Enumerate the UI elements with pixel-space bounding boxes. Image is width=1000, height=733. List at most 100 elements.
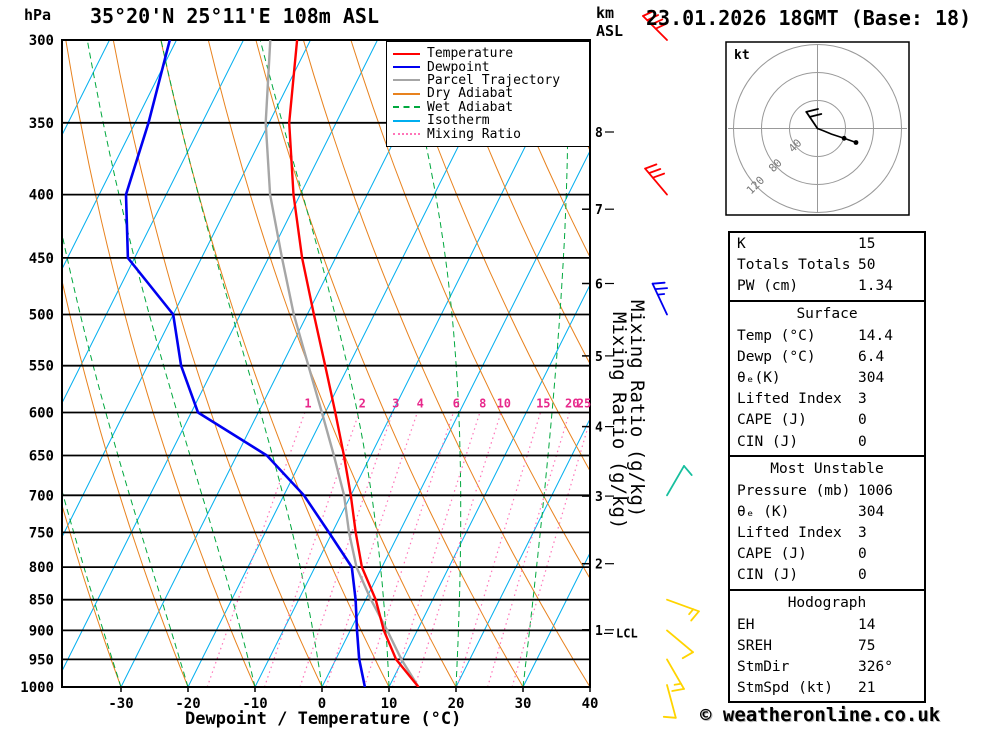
wet-adiabat-line	[86, 40, 256, 687]
mixing-ratio-value-label: 4	[417, 397, 424, 411]
row-value: 6.4	[858, 348, 885, 365]
row-label: Lifted Index	[737, 525, 842, 542]
mixing-ratio-value-label: 10	[497, 397, 511, 411]
hodograph-trace-dot	[841, 135, 847, 141]
row-value: 21	[858, 680, 876, 697]
km-tick-label: 5	[595, 350, 603, 365]
barb-feather	[650, 18, 664, 26]
pressure-tick-label: 750	[29, 525, 54, 541]
row-value: 0	[858, 567, 867, 584]
legend-item-label: Parcel Trajectory	[427, 72, 561, 88]
row-value: 50	[858, 257, 876, 274]
temp-tick-label: 0	[318, 696, 326, 712]
row-label: Pressure (mb)	[737, 482, 851, 499]
table-row: Pressure (mb) 1006	[730, 481, 924, 502]
isotherm-line	[321, 149, 590, 687]
barb-staff	[666, 464, 685, 497]
pressure-tick-label: 800	[29, 560, 54, 576]
legend-line-sample-temperature	[393, 52, 420, 55]
dewpoint-curve	[124, 40, 367, 687]
row-value: 326°	[858, 659, 893, 675]
table-row: CAPE (J) 0	[730, 410, 924, 431]
hodograph-trace-dot	[853, 140, 859, 145]
isotherm-line	[120, 40, 445, 687]
table-row: CIN (J) 0	[730, 432, 924, 453]
stats-tables: K 15 Totals Totals 50 PW (cm) 1.34 Surface Temp…	[728, 231, 926, 704]
wind-barb-1000	[662, 684, 677, 719]
table-row: StmDir 326°	[730, 657, 924, 678]
mixing-ratio-line	[391, 412, 481, 687]
table-row: Totals Totals 50	[730, 255, 924, 276]
legend-line-sample-isotherm	[393, 119, 420, 122]
x-axis-title: Dewpoint / Temperature (°C)	[185, 709, 462, 729]
row-value: 0	[858, 546, 867, 563]
row-value: 304	[858, 369, 885, 386]
isotherm-line	[62, 40, 378, 673]
table-row: θₑ (K) 304	[730, 502, 924, 523]
legend-item-label: Temperature	[427, 46, 514, 62]
row-label: PW (cm)	[737, 278, 799, 295]
isotherm-line	[187, 40, 512, 687]
mixing-ratio-value-label: 3	[392, 397, 399, 411]
mixing-ratio-value-label: 6	[453, 397, 460, 411]
pressure-tick-label: 550	[29, 359, 54, 375]
row-label: Totals Totals	[737, 257, 851, 274]
pressure-tick-label: 950	[29, 652, 54, 668]
legend-item: Temperature	[393, 47, 589, 60]
mixing-ratio-value-label: 1	[304, 397, 311, 411]
mixing-ratio-line	[206, 412, 306, 687]
wet-adiabat-line	[160, 40, 323, 687]
row-label: SREH	[737, 637, 772, 654]
km-tick-label: 7	[595, 203, 603, 218]
barb-feather	[652, 172, 665, 179]
legend-line-sample-dewpoint	[393, 66, 420, 69]
km-tick-label: 2	[595, 558, 603, 573]
row-value: 1006	[858, 482, 893, 499]
row-label: CAPE (J)	[737, 546, 807, 563]
barb-half-feather	[688, 608, 695, 616]
barb-feather	[654, 287, 668, 291]
row-value: 1.34	[858, 278, 893, 295]
table-row: SREH 75	[730, 636, 924, 657]
legend-item-label: Isotherm	[427, 113, 490, 129]
temp-tick-label: -30	[108, 696, 133, 712]
legend-item-label: Dry Adiabat	[427, 86, 514, 102]
table-hodograph-stats: Hodograph EH 14 SREH 75 StmDir 326° StmSpd (kt)…	[728, 588, 926, 704]
barb-half-feather	[656, 293, 666, 296]
row-label: θₑ(K)	[737, 369, 781, 386]
mixing-ratio-value-label: 25	[577, 397, 591, 411]
km-tick-label: 1	[595, 624, 603, 639]
mixing-ratio-value-label: 2	[359, 397, 366, 411]
barb-staff	[805, 111, 819, 130]
legend-item: Wet Adiabat	[393, 101, 589, 114]
pressure-tick-label: 300	[29, 33, 54, 49]
table-row: Dewp (°C) 6.4	[730, 347, 924, 368]
table-indices: K 15 Totals Totals 50 PW (cm) 1.34	[728, 231, 926, 302]
pressure-tick-label: 900	[29, 623, 54, 639]
pressure-tick-label: 1000	[20, 680, 54, 696]
wind-barb-500	[651, 281, 668, 316]
hodograph-ring	[761, 72, 874, 185]
row-value: 0	[858, 433, 867, 450]
isotherm-line	[62, 40, 177, 271]
legend-item-label: Mixing Ratio	[427, 126, 521, 142]
station-location-title: 35°20'N 25°11'E 108m ASL	[90, 4, 379, 28]
table-title: Surface	[796, 305, 858, 322]
row-label: CAPE (J)	[737, 412, 807, 429]
wind-barb-900	[666, 629, 694, 660]
row-value: 15	[858, 236, 876, 252]
table-row: Temp (°C) 14.4	[730, 326, 924, 347]
barb-feather	[642, 9, 655, 17]
legend-item: Isotherm	[393, 114, 589, 127]
plot-border	[61, 39, 591, 688]
isotherm-line	[62, 40, 110, 137]
hodograph-unit-label: kt	[734, 48, 750, 63]
mixing-ratio-line	[299, 412, 394, 687]
row-label: StmSpd (kt)	[737, 680, 834, 697]
temp-tick-label: -20	[175, 696, 200, 712]
row-label: CIN (J)	[737, 567, 799, 584]
wind-barb-700	[666, 464, 693, 497]
barb-feather	[808, 113, 823, 118]
table-most-unstable: Most Unstable Pressure (mb) 1006 θₑ (K) 304 L…	[728, 454, 926, 591]
